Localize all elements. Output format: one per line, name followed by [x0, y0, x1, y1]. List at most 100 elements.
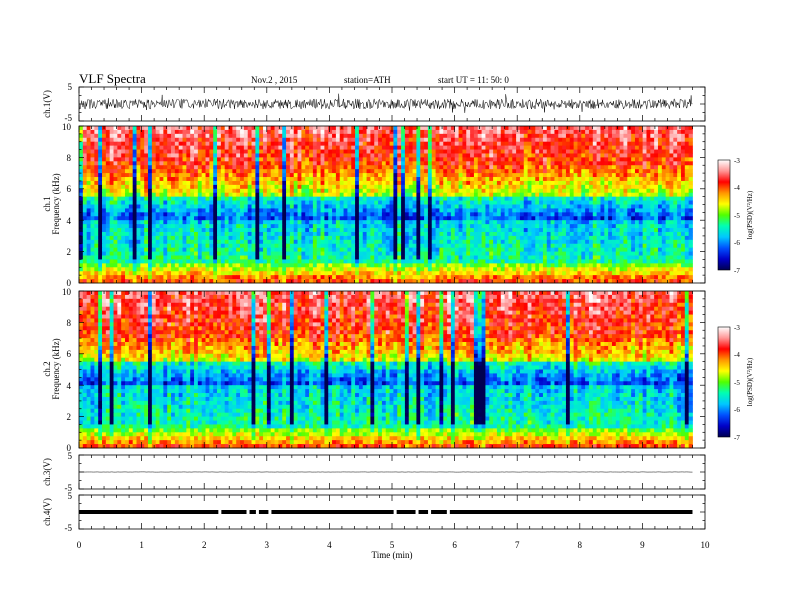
spectrogram-cell: [378, 224, 383, 229]
spectrogram-cell: [316, 137, 321, 143]
spectrogram-cell: [144, 228, 149, 233]
spectrogram-cell: [588, 129, 594, 135]
spectrogram-cell: [220, 137, 226, 143]
spectrogram-cell: [312, 173, 318, 178]
spectrogram-cell: [113, 161, 118, 166]
spectrogram-cell: [247, 165, 252, 170]
spectrogram-cell: [600, 239, 605, 245]
spectrogram-cell: [205, 173, 210, 178]
spectrogram-cell: [404, 231, 410, 237]
spectrogram-cell: [496, 169, 502, 174]
spectrogram-cell: [140, 157, 145, 162]
spectrogram-cell: [201, 192, 206, 198]
spectrogram-cell: [577, 173, 582, 178]
spectrogram-cell: [293, 180, 298, 186]
spectrogram-cell: [378, 243, 383, 249]
spectrogram-cell: [634, 208, 640, 213]
spectrogram-cell: [684, 173, 690, 178]
spectrogram-cell: [286, 243, 291, 249]
spectrogram-cell: [496, 161, 502, 166]
spectrogram-cell: [627, 137, 632, 143]
spectrogram-cell: [424, 173, 429, 178]
spectrogram-cell: [450, 188, 456, 194]
spectrogram-cell: [516, 141, 521, 147]
spectrogram-cell: [128, 169, 134, 174]
spectrogram-cell: [665, 141, 670, 147]
spectrogram-cell: [416, 216, 421, 221]
spectrogram-cell: [427, 216, 433, 221]
spectrogram-cell: [259, 184, 264, 190]
spectrogram-cell: [174, 224, 180, 229]
spectrogram-cell: [680, 220, 686, 225]
spectrogram-cell: [650, 235, 655, 241]
spectrogram-cell: [339, 141, 344, 147]
spectrogram-cell: [293, 188, 298, 194]
spectrogram-cell: [661, 153, 667, 158]
spectrogram-cell: [232, 212, 237, 217]
spectrogram-cell: [362, 169, 367, 174]
spectrogram-cell: [554, 228, 559, 233]
spectrogram-cell: [412, 141, 417, 147]
spectrogram-cell: [680, 169, 686, 174]
spectrogram-cell: [297, 208, 302, 213]
spectrogram-cell: [646, 235, 651, 241]
spectrogram-cell: [516, 173, 521, 178]
spectrogram-cell: [627, 169, 632, 174]
spectrogram-cell: [247, 177, 252, 182]
spectrogram-cell: [182, 133, 187, 139]
spectrogram-cell: [286, 177, 291, 182]
spectrogram-cell: [335, 192, 341, 198]
spectrogram-cell: [504, 169, 509, 174]
spectrogram-cell: [546, 196, 552, 201]
spectrogram-cell: [435, 188, 440, 194]
spectrogram-cell: [305, 243, 310, 249]
spectrogram-cell: [477, 228, 482, 233]
spectrogram-cell: [631, 239, 636, 245]
spectrogram-cell: [577, 231, 582, 237]
spectrogram-cell: [278, 188, 283, 194]
spectrogram-cell: [309, 231, 314, 237]
spectrogram-cell: [121, 184, 126, 190]
spectrogram-cell: [493, 129, 498, 135]
spectrogram-cell: [213, 161, 218, 166]
spectrogram-cell: [213, 137, 218, 143]
spectrogram-cell: [527, 133, 532, 139]
spectrogram-cell: [151, 239, 157, 245]
spectrogram-cell: [523, 153, 528, 158]
spectrogram-cell: [351, 126, 356, 131]
spectrogram-cell: [79, 161, 84, 166]
spectrogram-cell: [109, 243, 114, 249]
spectrogram-cell: [259, 231, 264, 237]
spectrogram-cell: [401, 224, 406, 229]
spectrogram-cell: [136, 141, 141, 147]
spectrogram-cell: [427, 169, 433, 174]
spectrogram-cell: [282, 220, 287, 225]
spectrogram-cell: [251, 157, 256, 162]
spectrogram-cell: [470, 177, 475, 182]
spectrogram-cell: [443, 141, 448, 147]
spectrogram-cell: [217, 126, 222, 131]
spectrogram-cell: [190, 126, 195, 131]
spectrogram-cell: [393, 188, 398, 194]
spectrogram-cell: [144, 188, 149, 194]
spectrogram-cell: [370, 137, 375, 143]
spectrogram-cell: [128, 126, 134, 131]
spectrogram-cell: [201, 224, 206, 229]
spectrogram-cell: [289, 192, 295, 198]
spectrogram-cell: [343, 149, 348, 154]
spectrogram-cell: [462, 177, 467, 182]
spectrogram-cell: [351, 157, 356, 162]
spectrogram-cell: [94, 228, 99, 233]
spectrogram-cell: [443, 216, 448, 221]
spectrogram-cell: [213, 212, 218, 217]
spectrogram-cell: [255, 200, 260, 205]
spectrogram-cell: [243, 177, 249, 182]
spectrogram-cell: [98, 212, 103, 217]
spectrogram-cell: [197, 224, 203, 229]
spectrogram-cell: [217, 184, 222, 190]
spectrogram-cell: [148, 188, 153, 194]
spectrogram-cell: [546, 216, 552, 221]
spectrogram-cell: [523, 169, 528, 174]
spectrogram-cell: [178, 212, 183, 217]
spectrogram-cell: [370, 153, 375, 158]
